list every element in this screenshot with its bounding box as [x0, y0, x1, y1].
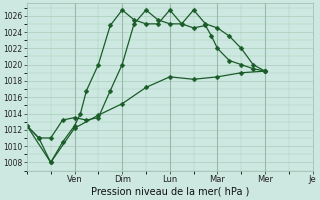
X-axis label: Pression niveau de la mer( hPa ): Pression niveau de la mer( hPa ) [91, 187, 249, 197]
